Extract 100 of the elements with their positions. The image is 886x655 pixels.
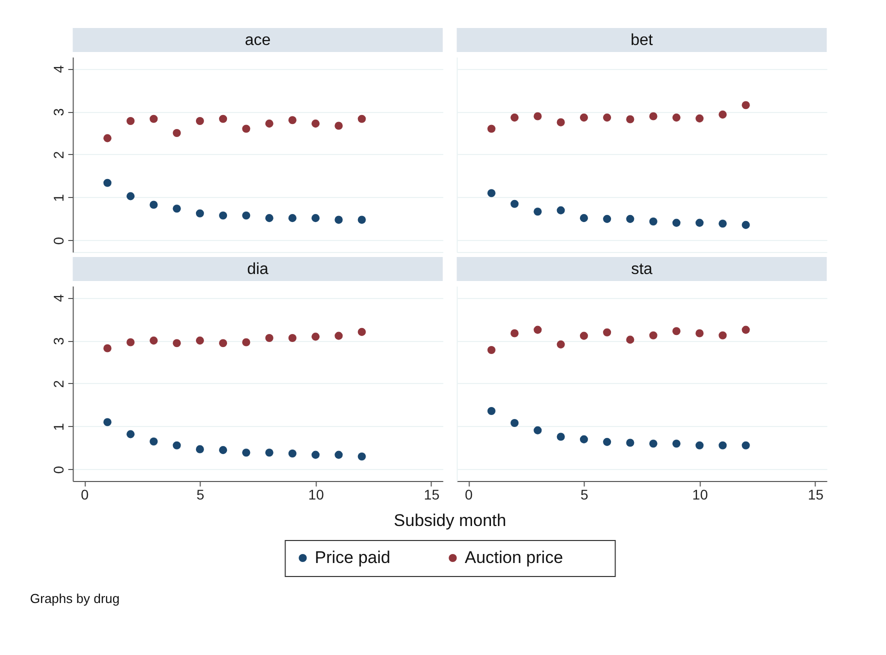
point bbox=[265, 120, 274, 128]
chart-title: dia bbox=[247, 261, 269, 278]
point bbox=[265, 334, 274, 342]
point bbox=[172, 129, 181, 138]
point bbox=[150, 336, 158, 345]
point bbox=[312, 450, 320, 459]
point bbox=[556, 206, 565, 214]
point bbox=[196, 445, 204, 454]
point bbox=[358, 452, 366, 461]
x-tick-label: 5 bbox=[580, 486, 589, 502]
point bbox=[626, 115, 634, 124]
point bbox=[742, 441, 750, 450]
point bbox=[219, 114, 228, 123]
point bbox=[242, 338, 250, 346]
point bbox=[696, 218, 704, 227]
point bbox=[742, 101, 750, 110]
point bbox=[487, 346, 496, 354]
point bbox=[649, 331, 658, 340]
point bbox=[580, 435, 588, 444]
point bbox=[580, 214, 588, 222]
point bbox=[718, 331, 727, 340]
x-tick-label: 0 bbox=[80, 486, 89, 502]
point bbox=[242, 124, 250, 133]
point bbox=[696, 329, 704, 338]
point bbox=[603, 438, 612, 446]
point bbox=[580, 332, 588, 340]
point bbox=[603, 214, 612, 223]
x-tick-label: 5 bbox=[196, 486, 205, 502]
point bbox=[510, 114, 519, 122]
point bbox=[718, 110, 727, 119]
point bbox=[288, 449, 296, 458]
point bbox=[556, 340, 565, 348]
point bbox=[696, 114, 704, 122]
y-tick-label: 4 bbox=[50, 64, 66, 73]
point bbox=[358, 114, 366, 123]
point bbox=[126, 192, 135, 200]
point bbox=[219, 211, 228, 220]
chart-title: bet bbox=[630, 32, 654, 49]
point bbox=[172, 339, 181, 348]
legend-label: Auction price bbox=[464, 548, 564, 567]
point bbox=[103, 344, 112, 352]
point bbox=[696, 441, 704, 450]
point bbox=[196, 209, 204, 218]
point bbox=[487, 189, 496, 198]
y-tick-label: 0 bbox=[50, 236, 66, 245]
point bbox=[172, 204, 181, 213]
point bbox=[580, 114, 588, 122]
point bbox=[556, 432, 565, 441]
point bbox=[626, 438, 634, 447]
point bbox=[150, 437, 158, 446]
x-tick-label: 15 bbox=[424, 486, 440, 502]
y-tick-label: 0 bbox=[50, 466, 66, 474]
point bbox=[126, 338, 135, 346]
point bbox=[534, 426, 542, 434]
point bbox=[358, 216, 366, 224]
point bbox=[487, 124, 496, 133]
point bbox=[334, 332, 343, 340]
point bbox=[672, 114, 680, 122]
point bbox=[288, 334, 296, 342]
chart-title: sta bbox=[631, 261, 653, 278]
point bbox=[334, 450, 343, 459]
point bbox=[626, 336, 634, 344]
y-tick-label: 1 bbox=[50, 194, 66, 202]
point bbox=[649, 112, 658, 120]
point bbox=[510, 200, 519, 208]
point bbox=[242, 448, 250, 457]
x-axis-title: Subsidy month bbox=[394, 511, 506, 530]
y-tick-label: 4 bbox=[50, 294, 66, 302]
point bbox=[534, 326, 542, 334]
point bbox=[312, 120, 320, 128]
point bbox=[219, 446, 228, 454]
point bbox=[718, 441, 727, 450]
point bbox=[172, 441, 181, 450]
point bbox=[510, 418, 519, 428]
point bbox=[312, 332, 320, 341]
point bbox=[196, 336, 204, 345]
point bbox=[334, 122, 343, 130]
point bbox=[103, 134, 112, 142]
point bbox=[534, 112, 542, 120]
point bbox=[672, 440, 680, 448]
point bbox=[265, 448, 274, 457]
point bbox=[649, 440, 658, 448]
x-tick-label: 0 bbox=[464, 486, 473, 502]
point bbox=[126, 116, 135, 126]
point bbox=[150, 114, 158, 123]
point bbox=[718, 220, 727, 228]
point bbox=[196, 116, 204, 126]
point bbox=[742, 326, 750, 334]
point bbox=[672, 218, 680, 227]
legend-label: Price paid bbox=[314, 548, 390, 567]
point bbox=[265, 214, 274, 222]
point bbox=[534, 208, 542, 216]
x-tick-label: 10 bbox=[308, 486, 324, 502]
point bbox=[603, 114, 612, 122]
point bbox=[603, 328, 612, 336]
point bbox=[150, 200, 158, 209]
x-tick-label: 10 bbox=[692, 486, 708, 502]
point bbox=[126, 430, 135, 438]
point bbox=[103, 178, 112, 187]
point bbox=[487, 406, 496, 416]
